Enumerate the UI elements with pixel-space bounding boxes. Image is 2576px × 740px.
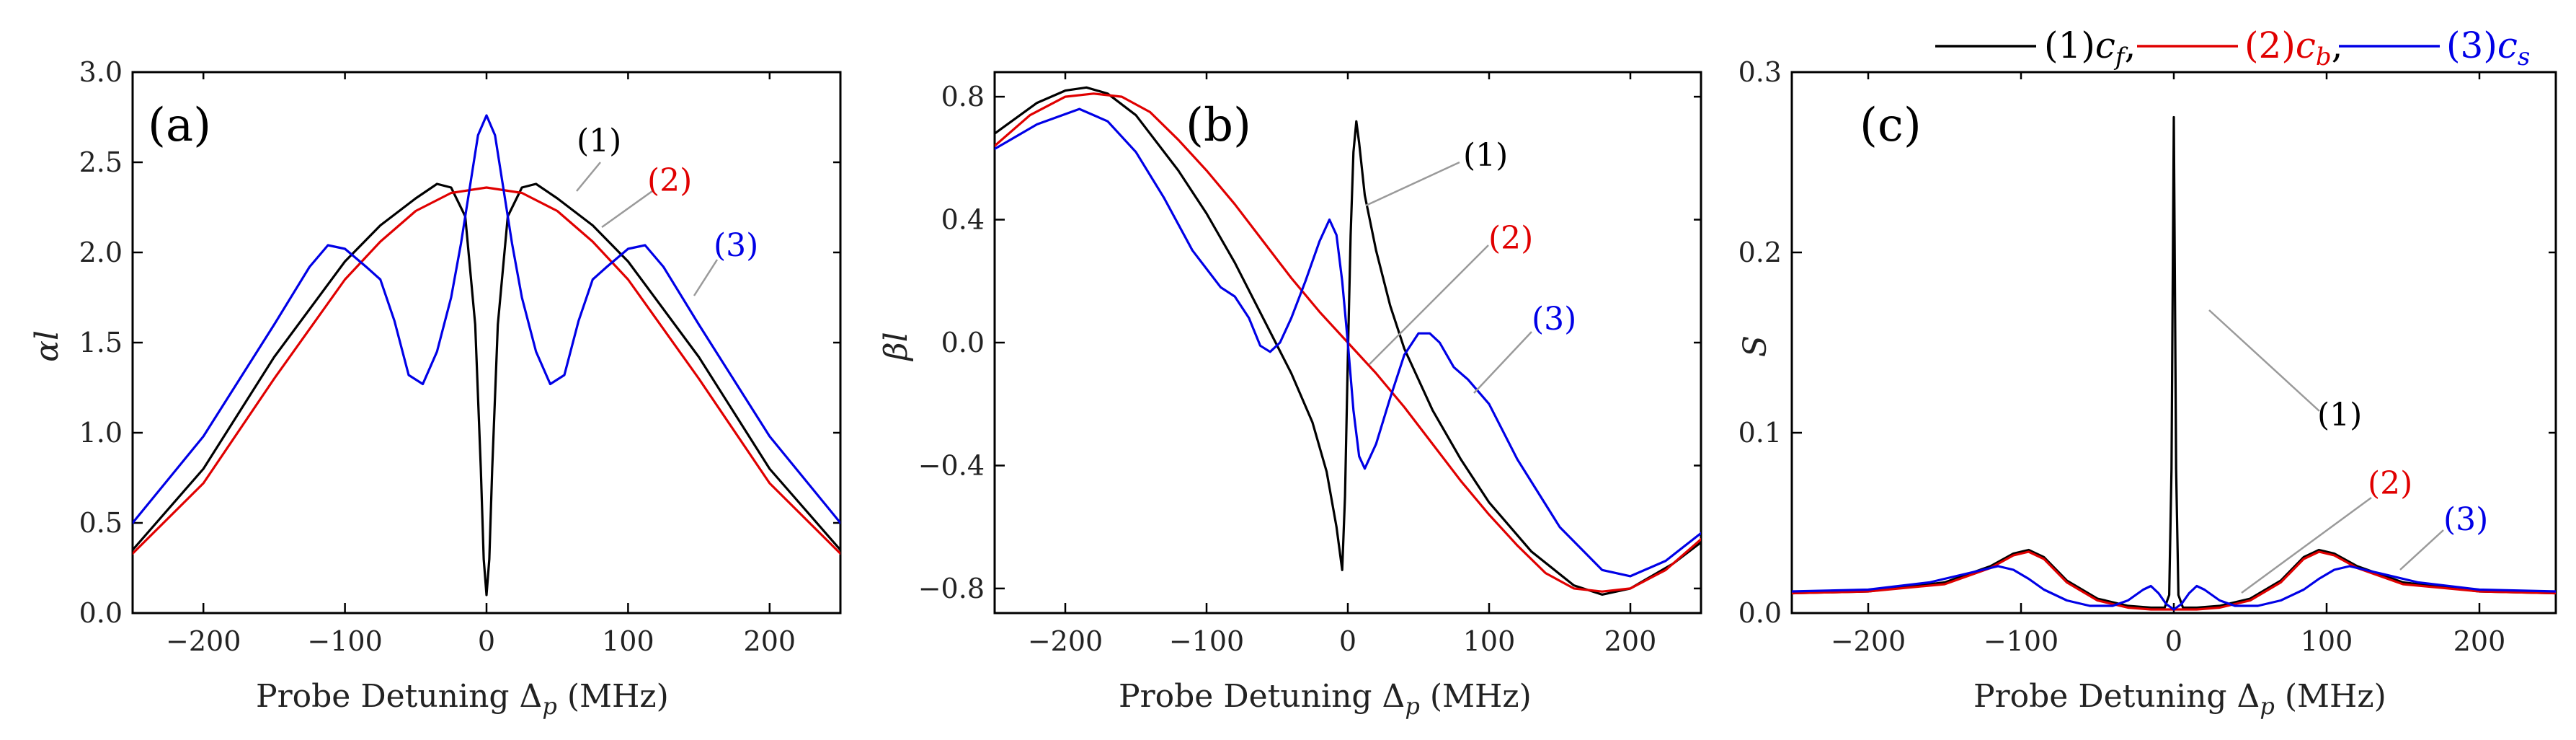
- y-tick-label: 2.5: [79, 146, 123, 178]
- y-tick-label: 0.0: [1738, 597, 1782, 629]
- annotation-leader-3: [693, 259, 719, 296]
- axis-ticks: −200 −100 0 100 200 0.0 0.5 1.0 1.5 2.0 2.5 3.0: [79, 56, 840, 657]
- annotation-3: (3): [1532, 301, 1576, 338]
- legend: (1)cf, (2)cb, (3)cs: [1935, 25, 2530, 71]
- x-tick-label: −100: [307, 625, 382, 657]
- y-tick-label: −0.4: [918, 449, 985, 481]
- y-tick-label: 0.2: [1738, 237, 1782, 268]
- y-tick-label: 0.5: [79, 507, 123, 539]
- y-axis-label: S: [1737, 335, 1774, 357]
- legend-label-3: (3)cs: [2446, 25, 2530, 71]
- panel-label: (c): [1860, 99, 1922, 152]
- y-tick-label: 2.0: [79, 237, 123, 268]
- y-tick-label: −0.8: [918, 573, 985, 604]
- annotation-3: (3): [2443, 501, 2488, 538]
- annotation-2: (2): [2368, 465, 2412, 502]
- x-tick-label: 0: [2165, 625, 2182, 657]
- series-line-3: [133, 114, 840, 524]
- x-tick-label: 200: [744, 625, 796, 657]
- panel-label: (a): [148, 99, 211, 152]
- y-tick-label: 0.3: [1738, 56, 1782, 88]
- series-line-2: [1792, 550, 2556, 611]
- series-line-1: [133, 182, 840, 596]
- annotation-leader-3: [2399, 529, 2444, 571]
- legend-label-2: (2)cb,: [2244, 25, 2343, 71]
- legend-label-1: (1)cf,: [2044, 25, 2136, 71]
- x-tick-label: −200: [1028, 625, 1103, 657]
- annotation-leader-2: [1369, 245, 1489, 365]
- annotation-1: (1): [577, 123, 621, 159]
- x-tick-label: −200: [166, 625, 241, 657]
- series-line-1: [1792, 115, 2556, 609]
- annotation-1: (1): [2317, 397, 2362, 433]
- y-tick-label: 1.0: [79, 417, 123, 449]
- x-tick-label: 200: [2453, 625, 2506, 657]
- y-axis-label: βl: [878, 332, 915, 362]
- x-tick-label: −100: [1169, 625, 1244, 657]
- y-tick-label: 0.0: [79, 597, 123, 629]
- plot-frame: [131, 71, 842, 615]
- annotation-leader-2: [601, 190, 653, 229]
- series-group: [1792, 115, 2556, 611]
- annotation-leader-3: [1473, 331, 1532, 394]
- x-axis-label: Probe Detuning Δp (MHz): [1119, 678, 1532, 720]
- panel-c: −200 −100 0 100 200 0.0 0.1 0.2 0.3 (c) Probe De…: [1737, 56, 2557, 720]
- x-tick-label: 100: [602, 625, 654, 657]
- axis-ticks: −200 −100 0 100 200 0.0 0.1 0.2 0.3: [1738, 56, 2556, 657]
- y-axis-label: αl: [29, 330, 66, 362]
- x-tick-label: 0: [478, 625, 495, 657]
- series-line-1: [995, 86, 1701, 596]
- y-tick-label: 0.4: [941, 204, 985, 236]
- x-axis-label: Probe Detuning Δp (MHz): [256, 678, 669, 720]
- panel-a: −200 −100 0 100 200 0.0 0.5 1.0 1.5 2.0 2.5 3.0 (a)…: [29, 56, 842, 720]
- annotation-1: (1): [1463, 137, 1508, 174]
- annotation-leader-1: [576, 162, 601, 192]
- series-group: [995, 86, 1701, 596]
- panel-label: (b): [1186, 99, 1251, 152]
- annotation-leader-1: [2208, 309, 2320, 412]
- x-axis-label: Probe Detuning Δp (MHz): [1973, 678, 2386, 720]
- x-tick-label: −100: [1984, 625, 2058, 657]
- annotation-2: (2): [1488, 220, 1533, 257]
- series-line-3: [995, 107, 1701, 578]
- series-group: [133, 114, 840, 596]
- annotation-leader-2: [2241, 496, 2372, 594]
- annotation-3: (3): [714, 227, 758, 264]
- x-tick-label: 100: [2301, 625, 2353, 657]
- y-tick-label: 0.1: [1738, 417, 1782, 449]
- y-tick-label: 3.0: [79, 56, 123, 88]
- annotation-2: (2): [647, 162, 692, 199]
- y-tick-label: 1.5: [79, 327, 123, 358]
- x-tick-label: −200: [1831, 625, 1906, 657]
- series-line-3: [1792, 565, 2556, 611]
- y-tick-label: 0.0: [941, 327, 985, 358]
- y-tick-label: 0.8: [941, 81, 985, 113]
- series-line-2: [133, 186, 840, 555]
- x-tick-label: 100: [1463, 625, 1516, 657]
- x-tick-label: 0: [1339, 625, 1356, 657]
- panel-b: −200 −100 0 100 200 −0.8 −0.4 0.0 0.4 0.8 (b) Pro…: [878, 71, 1702, 720]
- x-tick-label: 200: [1604, 625, 1657, 657]
- axis-ticks: −200 −100 0 100 200 −0.8 −0.4 0.0 0.4 0.8: [918, 72, 1701, 657]
- annotation-leader-1: [1365, 161, 1460, 207]
